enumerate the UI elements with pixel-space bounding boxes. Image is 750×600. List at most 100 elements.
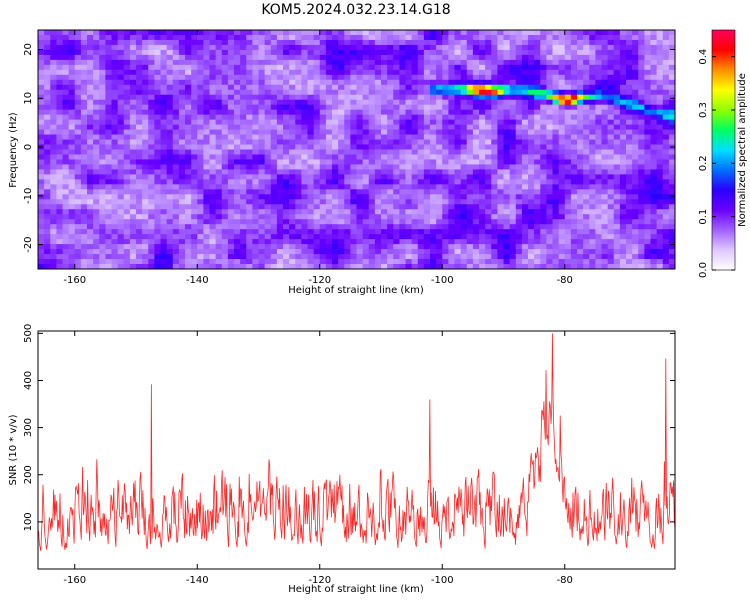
heatmap-cell — [497, 204, 505, 210]
heatmap-cell — [638, 179, 645, 185]
heatmap-cell — [295, 219, 302, 225]
heatmap-cell — [515, 134, 523, 141]
heatmap-cell — [38, 44, 45, 51]
heatmap-cell — [62, 124, 70, 131]
heatmap-cell — [479, 249, 486, 255]
heatmap-cell — [136, 30, 143, 36]
heatmap-cell — [111, 49, 119, 56]
heatmap-cell — [393, 134, 400, 141]
heatmap-cell — [295, 34, 302, 41]
heatmap-cell — [234, 254, 241, 260]
heatmap-cell — [405, 234, 413, 240]
heatmap-cell — [399, 99, 407, 106]
heatmap-cell — [650, 194, 658, 200]
heatmap-cell — [123, 39, 131, 46]
heatmap-cell — [270, 229, 278, 235]
heatmap-cell — [454, 39, 462, 46]
heatmap-cell — [601, 224, 609, 230]
heatmap-cell — [436, 44, 443, 51]
heatmap-cell — [80, 174, 88, 180]
heatmap-cell — [319, 234, 327, 240]
heatmap-cell — [503, 204, 511, 210]
heatmap-cell — [399, 84, 407, 91]
heatmap-cell — [203, 30, 211, 36]
heatmap-cell — [595, 54, 603, 61]
heatmap-cell — [644, 159, 652, 166]
heatmap-cell — [381, 54, 388, 61]
heatmap-cell — [264, 69, 272, 76]
heatmap-cell — [178, 219, 186, 225]
heatmap-cell — [583, 119, 590, 126]
heatmap-cell — [325, 104, 333, 111]
heatmap-cell — [68, 39, 76, 46]
heatmap-cell — [270, 259, 278, 265]
heatmap-cell — [662, 149, 670, 156]
heatmap-cell — [393, 49, 400, 56]
heatmap-cell — [74, 64, 82, 71]
heatmap-cell — [472, 189, 480, 195]
heatmap-cell — [417, 129, 425, 136]
heatmap-cell — [307, 229, 315, 235]
heatmap-cell — [589, 84, 596, 91]
heatmap-cell — [485, 104, 492, 111]
heatmap-cell — [423, 154, 431, 161]
heatmap-cell — [601, 199, 609, 205]
heatmap-cell — [178, 259, 186, 265]
heatmap-cell — [344, 264, 351, 269]
heatmap-cell — [178, 104, 186, 111]
heatmap-cell — [227, 204, 235, 210]
heatmap-cell — [185, 44, 192, 51]
heatmap-cell — [289, 149, 296, 156]
heatmap-cell — [381, 159, 388, 166]
heatmap-cell — [74, 124, 82, 131]
heatmap-cell — [313, 54, 321, 61]
heatmap-cell — [148, 99, 155, 106]
heatmap-cell — [558, 54, 566, 61]
heatmap-cell — [632, 224, 639, 230]
heatmap-cell — [644, 104, 652, 111]
heatmap-cell — [264, 94, 272, 101]
heatmap-cell — [319, 169, 327, 175]
heatmap-cell — [668, 134, 675, 141]
heatmap-cell — [460, 264, 468, 269]
heatmap-cell — [307, 254, 315, 260]
heatmap-cell — [466, 44, 474, 51]
heatmap-cell — [123, 69, 131, 76]
heatmap-cell — [276, 99, 284, 106]
heatmap-cell — [650, 39, 658, 46]
heatmap-cell — [423, 89, 431, 96]
heatmap-cell — [417, 259, 425, 265]
heatmap-cell — [650, 74, 658, 81]
heatmap-cell — [503, 199, 511, 205]
heatmap-cell — [264, 74, 272, 81]
heatmap-cell — [528, 79, 535, 86]
heatmap-cell — [129, 189, 137, 195]
heatmap-cell — [362, 119, 370, 126]
heatmap-cell — [319, 219, 327, 225]
heatmap-cell — [148, 189, 155, 195]
heatmap-cell — [374, 254, 382, 260]
heatmap-cell — [252, 39, 260, 46]
heatmap-cell — [50, 69, 57, 76]
heatmap-cell — [246, 64, 253, 71]
heatmap-cell — [540, 149, 547, 156]
heatmap-cell — [227, 139, 235, 146]
heatmap-cell — [172, 164, 180, 171]
heatmap-cell — [430, 239, 437, 245]
heatmap-cell — [374, 34, 382, 41]
heatmap-cell — [589, 219, 596, 225]
heatmap-cell — [191, 219, 198, 225]
heatmap-cell — [148, 169, 155, 175]
heatmap-cell — [117, 179, 125, 185]
heatmap-cell — [613, 104, 621, 111]
heatmap-cell — [252, 189, 260, 195]
heatmap-cell — [656, 194, 664, 200]
heatmap-cell — [436, 249, 443, 255]
heatmap-cell — [191, 54, 198, 61]
heatmap-cell — [93, 204, 100, 210]
heatmap-cell — [577, 229, 584, 235]
heatmap-cell — [313, 224, 321, 230]
heatmap-cell — [534, 44, 541, 51]
heatmap-cell — [136, 99, 143, 106]
heatmap-cell — [129, 244, 137, 250]
